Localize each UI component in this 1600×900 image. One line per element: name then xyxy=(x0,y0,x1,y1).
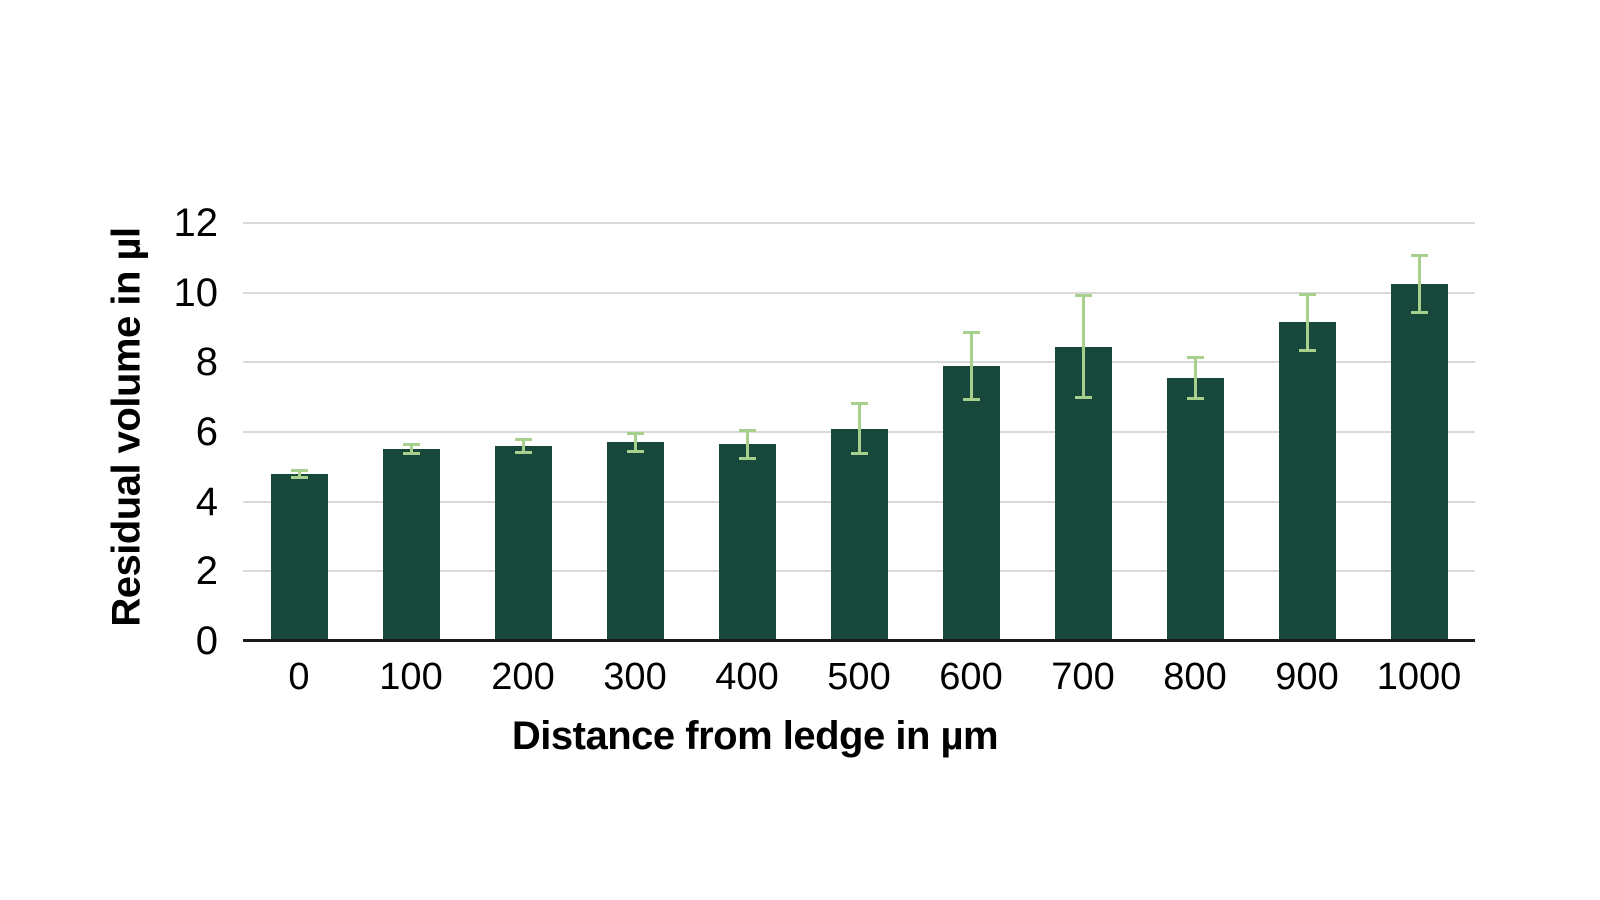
y-tick-label-6: 6 xyxy=(195,410,218,454)
error-bar-cap-bottom-900 xyxy=(1298,348,1316,352)
error-bar-cap-top-100 xyxy=(402,443,420,447)
y-tick-label-8: 8 xyxy=(195,340,218,385)
error-bar-cap-top-500 xyxy=(850,402,868,406)
error-bar-line-1000 xyxy=(1417,254,1421,314)
error-bar-line-0 xyxy=(297,468,301,479)
x-tick-label-800: 800 xyxy=(1163,656,1227,698)
bar-300 xyxy=(606,442,664,641)
y-tick-label-10: 10 xyxy=(173,270,219,315)
error-bar-cap-top-300 xyxy=(626,432,644,435)
error-bar-cap-bottom-400 xyxy=(738,456,756,460)
y-tick-label-12: 12 xyxy=(173,201,219,245)
y-tick-label-0: 0 xyxy=(195,619,218,663)
error-bar-cap-top-200 xyxy=(514,438,532,442)
error-bar-line-100 xyxy=(409,443,413,456)
x-tick-label-1000: 1000 xyxy=(1376,656,1462,698)
error-bar-line-200 xyxy=(521,438,525,454)
y-tick-label-2: 2 xyxy=(195,549,218,594)
error-bar-cap-top-1000 xyxy=(1410,254,1428,258)
x-tick-label-200: 200 xyxy=(491,656,555,698)
error-bar-line-600 xyxy=(969,330,973,401)
error-bar-line-400 xyxy=(745,428,749,460)
plot-area xyxy=(243,222,1475,642)
x-tick-label-100: 100 xyxy=(379,656,443,698)
gridline-y-10 xyxy=(243,291,1475,294)
error-bar-cap-bottom-1000 xyxy=(1410,310,1428,314)
x-tick-label-500: 500 xyxy=(827,656,891,698)
gridline-y-12 xyxy=(243,222,1475,224)
error-bar-cap-bottom-800 xyxy=(1186,396,1204,400)
bar-1000 xyxy=(1390,283,1448,641)
error-bar-cap-top-700 xyxy=(1074,294,1092,298)
error-bar-cap-top-400 xyxy=(738,428,756,432)
y-tick-label-4: 4 xyxy=(195,479,218,524)
error-bar-cap-bottom-500 xyxy=(850,451,868,455)
bar-200 xyxy=(494,445,552,641)
x-tick-label-700: 700 xyxy=(1051,656,1115,698)
x-tick-label-400: 400 xyxy=(715,656,779,698)
error-bar-cap-bottom-600 xyxy=(962,397,980,401)
bar-0 xyxy=(270,473,328,641)
gridline-y-8 xyxy=(243,361,1475,364)
error-bar-cap-top-800 xyxy=(1186,356,1204,360)
x-axis-line xyxy=(243,639,1475,642)
error-bar-line-900 xyxy=(1305,292,1309,352)
error-bar-line-300 xyxy=(633,432,637,453)
error-bar-cap-bottom-0 xyxy=(290,476,308,480)
bar-100 xyxy=(382,449,440,641)
x-tick-label-0: 0 xyxy=(288,656,310,698)
x-tick-label-300: 300 xyxy=(603,656,667,698)
bar-600 xyxy=(942,365,1000,641)
bar-500 xyxy=(830,428,888,641)
bar-400 xyxy=(718,444,776,641)
error-bar-line-500 xyxy=(857,402,861,455)
bar-800 xyxy=(1166,378,1224,641)
x-tick-label-600: 600 xyxy=(939,656,1003,698)
error-bar-cap-top-0 xyxy=(290,468,308,472)
error-bar-line-800 xyxy=(1193,356,1197,400)
error-bar-cap-bottom-700 xyxy=(1074,395,1092,399)
error-bar-cap-bottom-300 xyxy=(626,449,644,453)
error-bar-cap-bottom-100 xyxy=(402,452,420,456)
error-bar-cap-bottom-200 xyxy=(514,450,532,454)
x-axis-title: Distance from ledge in µm xyxy=(511,714,999,758)
error-bar-cap-top-900 xyxy=(1298,292,1316,296)
error-bar-cap-top-600 xyxy=(962,330,980,334)
error-bar-line-700 xyxy=(1081,294,1085,399)
x-tick-label-900: 900 xyxy=(1275,656,1339,698)
bar-900 xyxy=(1278,322,1336,641)
